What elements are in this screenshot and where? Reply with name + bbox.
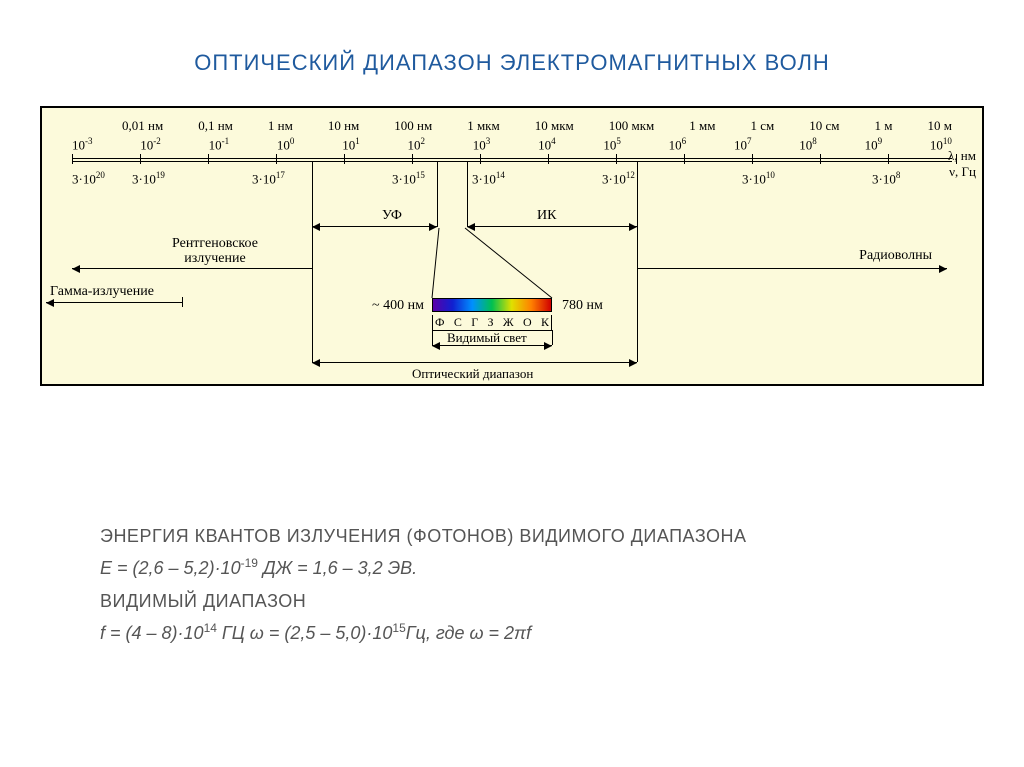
formula-block: ЭНЕРГИЯ КВАНТОВ ИЗЛУЧЕНИЯ (ФОТОНОВ) ВИДИ… xyxy=(100,520,747,650)
energy-formula: E = (2,6 – 5,2)·10-19 ДЖ = 1,6 – 3,2 ЭВ. xyxy=(100,552,747,584)
energy-formula-exp: -19 xyxy=(241,556,258,570)
spectrum-diagram: 0,01 нм0,1 нм1 нм10 нм100 нм1 мкм10 мкм1… xyxy=(40,106,984,386)
frequency-formula: f = (4 – 8)·1014 ГЦ ω = (2,5 – 5,0)·1015… xyxy=(100,617,747,649)
energy-caption: ЭНЕРГИЯ КВАНТОВ ИЗЛУЧЕНИЯ (ФОТОНОВ) ВИДИ… xyxy=(100,520,747,552)
freq-formula-b: ГЦ ω = (2,5 – 5,0)·10 xyxy=(217,623,392,643)
visible-lo-label: ~ 400 нм xyxy=(372,298,424,314)
spectrum-letter: Г xyxy=(471,315,478,330)
visible-hi-label: 780 нм xyxy=(562,298,603,314)
spectrum-letter: З xyxy=(487,315,493,330)
optical-bracket xyxy=(312,362,637,363)
page-title: ОПТИЧЕСКИЙ ДИАПАЗОН ЭЛЕКТРОМАГНИТНЫХ ВОЛ… xyxy=(0,0,1024,106)
energy-formula-b: ДЖ = 1,6 – 3,2 ЭВ. xyxy=(258,558,417,578)
spectrum-letter: С xyxy=(454,315,462,330)
optical-label: Оптический диапазон xyxy=(412,366,533,382)
spectrum-letter: К xyxy=(541,315,549,330)
spectrum-letter: Ж xyxy=(503,315,514,330)
visible-bracket-right xyxy=(552,330,553,345)
spectrum-letter: О xyxy=(523,315,532,330)
freq-formula-exp2: 15 xyxy=(392,621,405,635)
visible-spectrum-bar xyxy=(432,298,552,312)
freq-formula-a: f = (4 – 8)·10 xyxy=(100,623,204,643)
visible-range-caption: ВИДИМЫЙ ДИАПАЗОН xyxy=(100,585,747,617)
visible-label: Видимый свет xyxy=(447,330,527,346)
spectrum-letters-row: ФСГЗЖОК xyxy=(432,315,552,331)
spectrum-letter: Ф xyxy=(435,315,444,330)
energy-formula-a: E = (2,6 – 5,2)·10 xyxy=(100,558,241,578)
freq-formula-exp1: 14 xyxy=(204,621,217,635)
freq-formula-c: Гц, где ω = 2πf xyxy=(406,623,531,643)
